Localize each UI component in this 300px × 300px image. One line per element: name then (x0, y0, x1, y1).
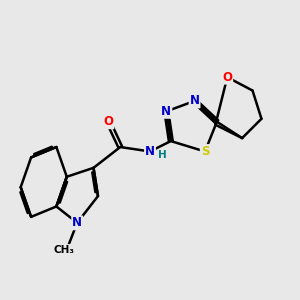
Text: N: N (161, 105, 171, 118)
Text: O: O (222, 71, 232, 84)
Text: H: H (158, 150, 167, 160)
Text: N: N (72, 216, 82, 229)
Text: S: S (201, 145, 209, 158)
Text: N: N (190, 94, 200, 107)
Text: O: O (103, 115, 113, 128)
Text: N: N (145, 145, 155, 158)
Text: CH₃: CH₃ (53, 244, 74, 255)
